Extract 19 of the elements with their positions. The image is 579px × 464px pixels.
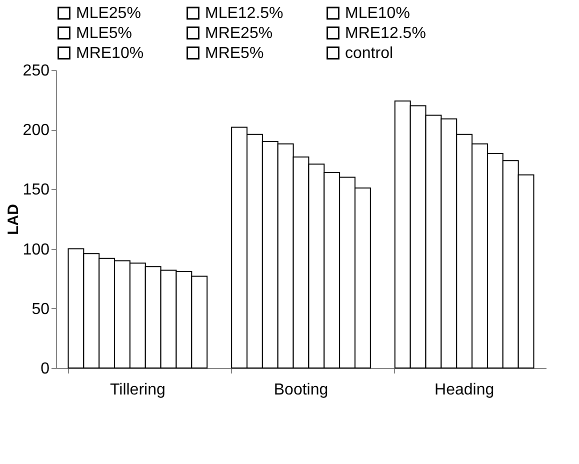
y-tick-label: 200	[22, 122, 50, 140]
legend-label: MLE5%	[76, 25, 132, 42]
legend-label: MRE25%	[205, 25, 273, 42]
legend-label: MRE10%	[76, 45, 144, 62]
y-tick-label: 50	[32, 300, 50, 318]
y-tick-label: 250	[22, 62, 50, 80]
x-tick-label: Heading	[434, 382, 494, 398]
y-tick-label: 0	[40, 360, 50, 378]
x-tick-label: Tillering	[110, 382, 166, 398]
legend-label: MRE12.5%	[345, 25, 426, 42]
legend-label: MLE12.5%	[205, 5, 284, 22]
legend-label: control	[345, 45, 394, 62]
y-tick-label: 100	[22, 241, 50, 258]
x-tick-label: Booting	[274, 382, 328, 398]
legend-label: MLE25%	[76, 5, 141, 22]
legend-label: MLE10%	[345, 5, 410, 22]
legend-label: MRE5%	[205, 45, 264, 62]
y-tick-label: 150	[22, 182, 50, 199]
y-axis-title: LAD	[4, 204, 22, 235]
